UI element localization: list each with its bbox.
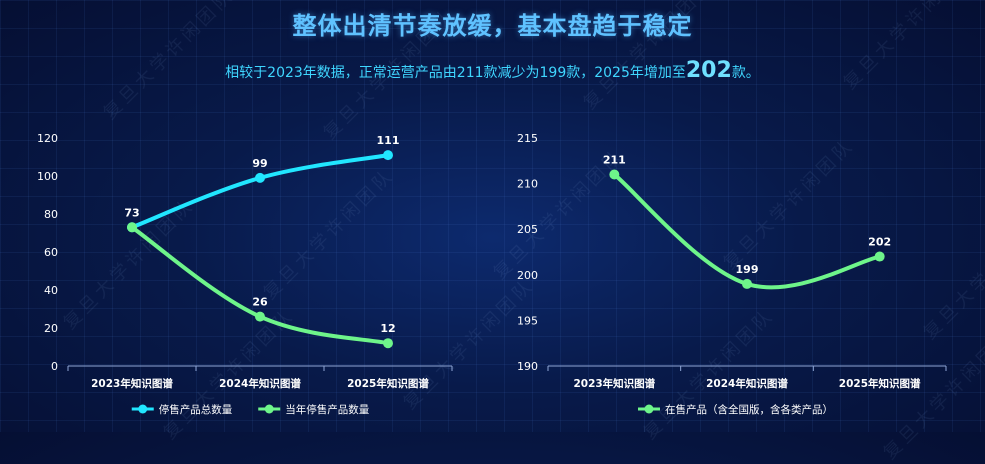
x-tick-label: 2023年知识图谱 (573, 377, 655, 390)
y-tick-label: 205 (517, 223, 538, 236)
y-tick-label: 215 (517, 132, 538, 145)
legend-label: 在售产品（含全国版，含各类产品） (665, 403, 833, 416)
legend-swatch-dot (264, 404, 274, 414)
y-tick-label: 20 (44, 322, 58, 335)
subtitle-prefix: 相较于2023年数据，正常运营产品由211款减少为199款，2025年增加至 (225, 65, 686, 81)
y-tick-label: 60 (44, 246, 58, 259)
data-point (127, 222, 137, 233)
chart-2: 190 195 200 205 210 215 2023年知识图谱 2024年知识图谱 2025… (517, 132, 947, 416)
data-label: 211 (603, 153, 626, 166)
data-label: 73 (124, 206, 139, 219)
legend-label: 当年停售产品数量 (285, 403, 369, 416)
data-point (383, 150, 393, 161)
data-point (255, 311, 265, 322)
y-tick-label: 100 (37, 170, 58, 183)
legend-swatch-dot (138, 404, 148, 414)
data-point (383, 338, 393, 349)
y-tick-label: 190 (517, 360, 538, 373)
data-point (255, 172, 265, 183)
x-tick-label: 2023年知识图谱 (91, 377, 173, 390)
charts-canvas: 0 20 40 60 80 100 120 2023年知识图谱 2024年知识图谱 2025年知识… (37, 132, 947, 416)
legend-item: 在售产品（含全国版，含各类产品） (638, 403, 833, 416)
legend-item: 当年停售产品数量 (258, 403, 370, 416)
y-tick-label: 80 (44, 208, 58, 221)
data-label: 99 (252, 157, 267, 170)
legend-item: 停售产品总数量 (131, 403, 233, 416)
y-tick-label: 0 (51, 360, 58, 373)
y-tick-label: 120 (37, 132, 58, 145)
data-label: 111 (377, 134, 400, 147)
y-tick-label: 195 (517, 314, 538, 327)
legend-label: 停售产品总数量 (159, 403, 233, 416)
data-label: 202 (868, 236, 891, 249)
data-point (609, 169, 620, 180)
x-tick-label: 2024年知识图谱 (219, 377, 301, 390)
data-point (874, 251, 885, 262)
x-tick-label: 2024年知识图谱 (706, 377, 788, 390)
data-label: 26 (252, 296, 268, 309)
x-tick-label: 2025年知识图谱 (839, 377, 921, 390)
data-label: 199 (736, 263, 759, 276)
page-title: 整体出清节奏放缓，基本盘趋于稳定 (292, 12, 693, 40)
chart-1: 0 20 40 60 80 100 120 2023年知识图谱 2024年知识图谱 2025年知识… (37, 132, 453, 416)
subtitle-highlight: 202 (685, 58, 732, 83)
y-tick-label: 200 (517, 269, 538, 282)
legend-swatch-dot (644, 404, 654, 414)
series-line (130, 225, 390, 346)
x-tick-label: 2025年知识图谱 (347, 377, 429, 390)
data-label: 12 (380, 322, 395, 335)
y-tick-label: 210 (517, 178, 538, 191)
subtitle-suffix: 款。 (731, 65, 760, 81)
page-subtitle: 相较于2023年数据，正常运营产品由211款减少为199款，2025年增加至20… (0, 58, 985, 83)
data-point (742, 278, 752, 289)
y-tick-label: 40 (44, 284, 58, 297)
